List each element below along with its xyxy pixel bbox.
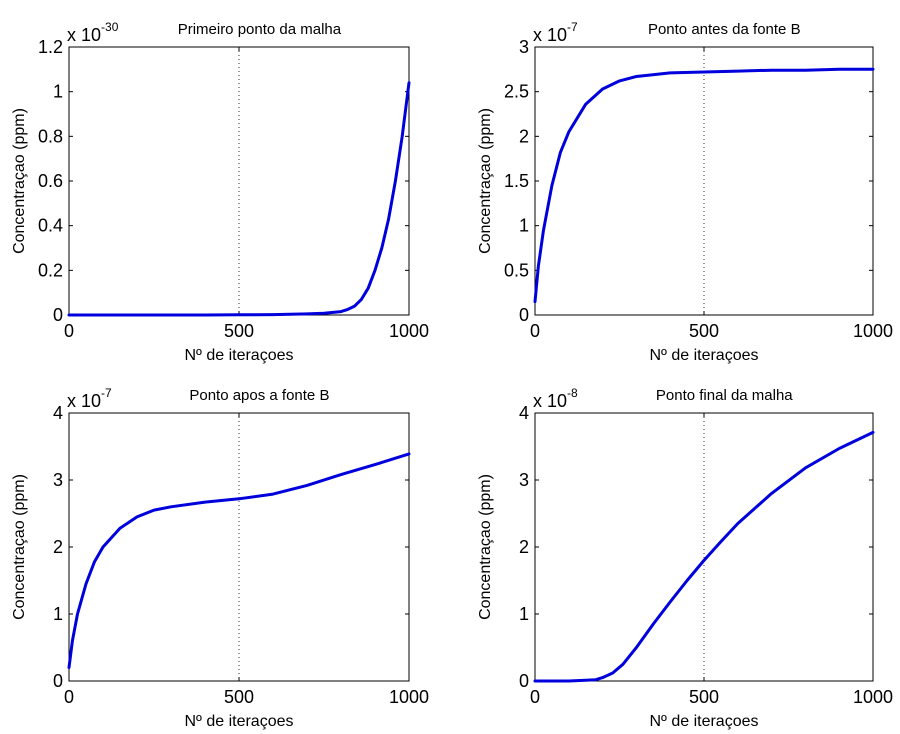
x-tick-label: 0	[530, 321, 540, 341]
y-tick-label: 0.4	[38, 216, 63, 236]
multiplier-base: x 10	[67, 25, 101, 45]
y-tick-label: 0.6	[38, 171, 63, 191]
x-tick-label: 1000	[853, 321, 893, 341]
x-tick-label: 0	[530, 687, 540, 707]
y-tick-label: 2	[519, 126, 529, 146]
subplot-1: 0 500 1000 0 0.2 0.4 0.6 0.8 1 1.2x 10-30 Primeiro…	[11, 20, 429, 364]
axis-multiplier: x 10-7	[67, 386, 112, 411]
y-tick-label: 0.8	[38, 126, 63, 146]
y-axis-label: Concentraçao (ppm)	[11, 474, 28, 620]
series-line-1	[533, 430, 875, 683]
y-tick-label: 0	[519, 671, 529, 691]
y-tick-label: 1	[519, 216, 529, 236]
multiplier-base: x 10	[533, 25, 567, 45]
x-tick-label: 1000	[853, 687, 893, 707]
x-tick-label: 0	[64, 687, 74, 707]
y-tick-label: 3	[519, 37, 529, 57]
series-line-1	[67, 81, 411, 317]
x-tick-label: 500	[689, 687, 719, 707]
y-tick-label: 2	[519, 537, 529, 557]
x-tick-label: 500	[224, 687, 254, 707]
multiplier-exponent: -8	[567, 386, 578, 400]
x-axis-label: Nº de iteraçoes	[649, 713, 758, 730]
y-tick-label: 1.5	[504, 171, 529, 191]
chart-title: Ponto final da malha	[656, 387, 793, 404]
y-tick-label: 1	[53, 604, 63, 624]
y-tick-label: 0	[519, 305, 529, 325]
y-tick-label: 0	[53, 305, 63, 325]
axis-multiplier: x 10-30	[67, 20, 119, 45]
y-tick-label: 0	[53, 671, 63, 691]
y-tick-label: 1	[53, 82, 63, 102]
x-axis-label: Nº de iteraçoes	[184, 713, 293, 730]
chart-title: Ponto apos a fonte B	[189, 387, 329, 404]
x-axis-label: Nº de iteraçoes	[649, 347, 758, 364]
chart-title: Ponto antes da fonte B	[648, 21, 801, 38]
x-axis-label: Nº de iteraçoes	[184, 347, 293, 364]
y-axis-label: Concentraçao (ppm)	[477, 108, 494, 254]
x-tick-label: 1000	[389, 321, 429, 341]
subplot-3: 0 500 1000 0 1 2 3 4x 10-7 Ponto apos a fonte B N…	[11, 386, 429, 730]
y-tick-label: 0.5	[504, 260, 529, 280]
multiplier-exponent: -30	[101, 20, 119, 34]
multiplier-base: x 10	[533, 391, 567, 411]
y-tick-label: 0.2	[38, 260, 63, 280]
axis-multiplier: x 10-7	[533, 20, 578, 45]
y-axis-label: Concentraçao (ppm)	[477, 474, 494, 620]
chart-title: Primeiro ponto da malha	[178, 21, 342, 38]
x-tick-label: 0	[64, 321, 74, 341]
series-line-1	[67, 452, 411, 670]
x-tick-label: 1000	[389, 687, 429, 707]
y-tick-label: 1	[519, 604, 529, 624]
multiplier-exponent: -7	[101, 386, 112, 400]
y-tick-label: 2.5	[504, 82, 529, 102]
axis-multiplier: x 10-8	[533, 386, 578, 411]
y-axis-label: Concentraçao (ppm)	[11, 108, 28, 254]
subplot-4: 0 500 1000 0 1 2 3 4x 10-8 Ponto final da malha N…	[477, 386, 893, 730]
y-tick-label: 3	[519, 470, 529, 490]
series-line-1	[533, 67, 875, 304]
y-tick-label: 2	[53, 537, 63, 557]
y-tick-label: 3	[53, 470, 63, 490]
multiplier-base: x 10	[67, 391, 101, 411]
subplot-2: 0 500 1000 0 0.5 1 1.5 2 2.5 3x 10-7 Ponto antes d…	[477, 20, 893, 364]
x-tick-label: 500	[689, 321, 719, 341]
y-tick-label: 1.2	[38, 37, 63, 57]
x-tick-label: 500	[224, 321, 254, 341]
y-tick-label: 4	[519, 403, 529, 423]
multiplier-exponent: -7	[567, 20, 578, 34]
y-tick-label: 4	[53, 403, 63, 423]
